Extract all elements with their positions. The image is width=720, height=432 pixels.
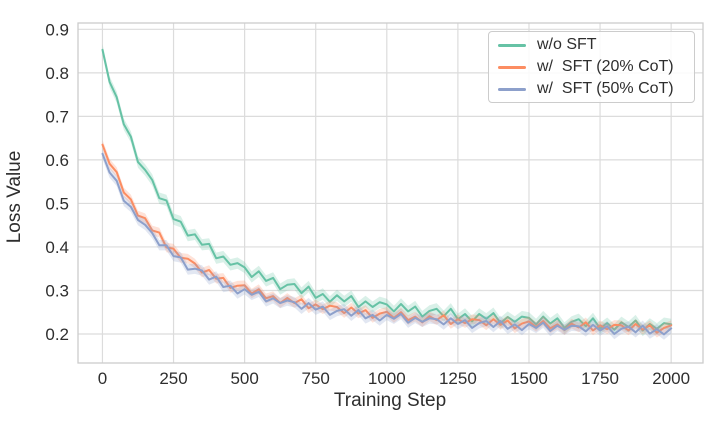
legend: w/o SFT w/ SFT (20% CoT) w/ SFT (50% CoT…: [488, 31, 695, 103]
confidence-band: [102, 139, 672, 338]
x-tick-label: 1000: [368, 369, 406, 388]
x-tick-label: 2000: [652, 369, 690, 388]
y-tick-label: 0.7: [45, 107, 69, 126]
y-tick-label: 0.2: [45, 325, 69, 344]
y-tick-label: 0.6: [45, 151, 69, 170]
x-tick-label: 1250: [439, 369, 477, 388]
legend-label: w/o SFT: [537, 36, 597, 53]
legend-entry: w/ SFT (20% CoT): [489, 56, 694, 78]
legend-line-sample-green: [498, 43, 526, 47]
legend-line-sample-orange: [498, 65, 526, 69]
legend-label: w/ SFT (20% CoT): [537, 58, 674, 75]
loss-curve: [101, 152, 673, 336]
x-tick-label: 250: [159, 369, 187, 388]
x-tick-label: 1500: [510, 369, 548, 388]
legend-label: w/ SFT (50% CoT): [537, 80, 674, 97]
y-tick-label: 0.8: [45, 64, 69, 83]
plot-border: [77, 22, 704, 364]
x-tick-label: 750: [302, 369, 330, 388]
x-tick-label: 500: [230, 369, 258, 388]
loss-curve: [101, 48, 673, 332]
legend-entry: w/ SFT (50% CoT): [489, 78, 694, 100]
y-tick-label: 0.5: [45, 194, 69, 213]
confidence-band: [102, 44, 672, 337]
legend-entry: w/o SFT: [489, 34, 694, 56]
confidence-band: [102, 148, 672, 340]
y-tick-label: 0.9: [45, 20, 69, 39]
y-axis-title: Loss Value: [4, 151, 25, 244]
x-tick-label: 0: [98, 369, 107, 388]
y-tick-label: 0.4: [45, 238, 69, 257]
x-axis-title: Training Step: [334, 390, 446, 411]
x-tick-label: 1750: [581, 369, 619, 388]
legend-line-sample-blue: [498, 87, 526, 91]
y-tick-label: 0.3: [45, 281, 69, 300]
